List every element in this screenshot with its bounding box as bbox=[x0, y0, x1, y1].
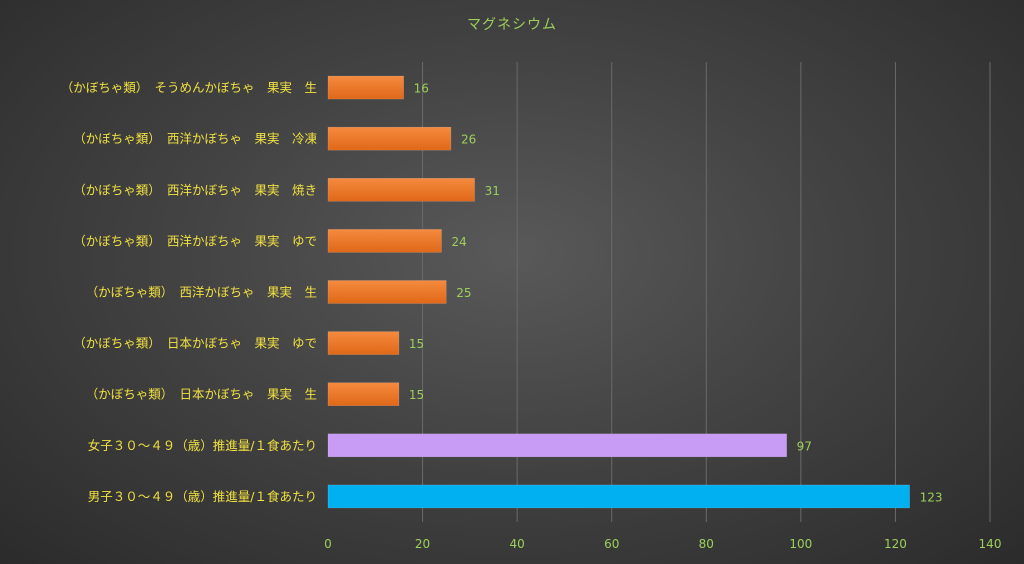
bar bbox=[327, 126, 452, 151]
chart-title: マグネシウム bbox=[467, 17, 557, 33]
x-tick-label: 120 bbox=[884, 537, 907, 551]
x-tick-label: 0 bbox=[324, 537, 332, 551]
x-tick-label: 100 bbox=[789, 537, 812, 551]
bar bbox=[327, 280, 447, 304]
x-tick-label: 60 bbox=[604, 537, 619, 551]
data-label: 24 bbox=[451, 235, 466, 249]
data-label: 25 bbox=[456, 286, 471, 300]
data-label: 31 bbox=[485, 184, 500, 198]
category-label: （かぼちゃ類） 西洋かぼちゃ 果実 ゆで bbox=[73, 233, 317, 248]
x-tick-label: 80 bbox=[699, 537, 714, 551]
bar bbox=[327, 433, 787, 458]
data-label: 123 bbox=[920, 490, 943, 504]
category-label: 男子３０～４９（歳）推進量/１食あたり bbox=[88, 489, 317, 504]
data-label: 97 bbox=[797, 439, 812, 453]
bar bbox=[327, 178, 475, 202]
x-tick-label: 140 bbox=[979, 537, 1002, 551]
bar bbox=[327, 484, 910, 509]
bar bbox=[327, 382, 400, 406]
bar bbox=[327, 229, 442, 253]
category-label: （かぼちゃ類） 西洋かぼちゃ 果実 生 bbox=[86, 285, 317, 300]
data-label: 26 bbox=[461, 133, 476, 147]
data-label: 16 bbox=[414, 82, 429, 96]
bar bbox=[327, 331, 400, 355]
bar bbox=[327, 75, 404, 100]
x-tick-label: 20 bbox=[415, 537, 430, 551]
category-label: （かぼちゃ類） 日本かぼちゃ 果実 ゆで bbox=[73, 336, 317, 351]
category-label: （かぼちゃ類） そうめんかぼちゃ 果実 生 bbox=[61, 80, 317, 95]
category-label: （かぼちゃ類） 西洋かぼちゃ 果実 冷凍 bbox=[73, 131, 317, 146]
data-label: 15 bbox=[409, 388, 424, 402]
category-label: 女子３０～４９（歳）推進量/１食あたり bbox=[88, 438, 317, 453]
category-label: （かぼちゃ類） 西洋かぼちゃ 果実 焼き bbox=[73, 182, 317, 197]
data-label: 15 bbox=[409, 337, 424, 351]
x-tick-label: 40 bbox=[510, 537, 525, 551]
category-label: （かぼちゃ類） 日本かぼちゃ 果実 生 bbox=[86, 387, 317, 402]
